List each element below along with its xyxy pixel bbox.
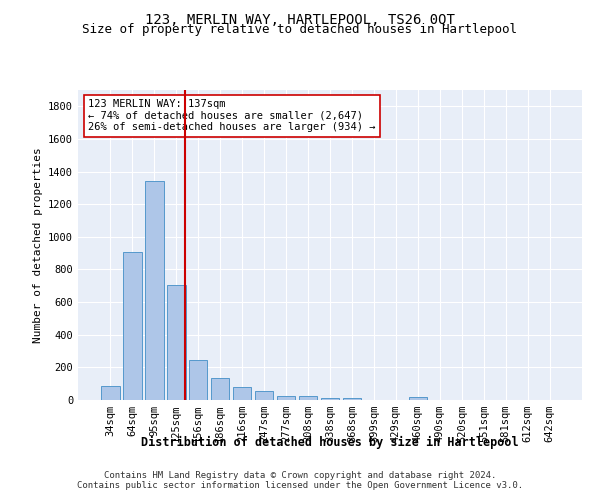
Text: Distribution of detached houses by size in Hartlepool: Distribution of detached houses by size … [141, 436, 519, 449]
Text: 123 MERLIN WAY: 137sqm
← 74% of detached houses are smaller (2,647)
26% of semi-: 123 MERLIN WAY: 137sqm ← 74% of detached… [88, 100, 376, 132]
Text: Contains HM Land Registry data © Crown copyright and database right 2024.: Contains HM Land Registry data © Crown c… [104, 472, 496, 480]
Bar [343, 398, 361, 400]
Bar [123, 252, 142, 400]
Bar [211, 378, 229, 400]
Text: Contains public sector information licensed under the Open Government Licence v3: Contains public sector information licen… [77, 482, 523, 490]
Bar [101, 386, 119, 400]
Bar [167, 285, 185, 400]
Bar [145, 180, 164, 400]
Y-axis label: Number of detached properties: Number of detached properties [32, 147, 43, 343]
Bar [255, 391, 274, 400]
Text: Size of property relative to detached houses in Hartlepool: Size of property relative to detached ho… [83, 22, 517, 36]
Bar [320, 398, 340, 400]
Bar [409, 396, 427, 400]
Bar [277, 396, 295, 400]
Bar [189, 360, 208, 400]
Bar [233, 387, 251, 400]
Bar [299, 396, 317, 400]
Text: 123, MERLIN WAY, HARTLEPOOL, TS26 0QT: 123, MERLIN WAY, HARTLEPOOL, TS26 0QT [145, 12, 455, 26]
